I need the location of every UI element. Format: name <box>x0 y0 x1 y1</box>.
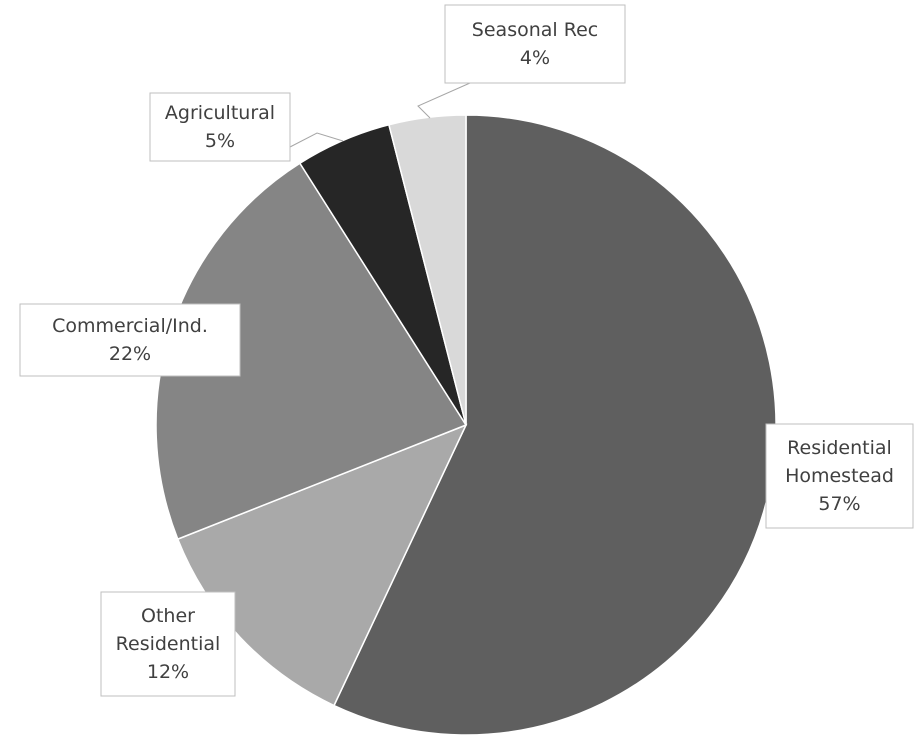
data-label-percent: 12% <box>147 661 189 683</box>
data-label-percent: 57% <box>818 493 860 515</box>
callout-box-seasonal-rec <box>445 5 625 83</box>
data-label-category: Seasonal Rec <box>472 19 598 41</box>
pie-slices <box>156 115 776 735</box>
callout-seasonal-rec: Seasonal Rec 4% <box>418 5 625 118</box>
data-label-percent: 5% <box>205 130 235 152</box>
data-label-category: Homestead <box>785 465 894 487</box>
data-label-category: Agricultural <box>165 102 275 124</box>
callout-other-residential: Other Residential 12% <box>101 592 235 696</box>
callout-commercial-ind: Commercial/Ind. 22% <box>20 304 240 376</box>
leader-line-seasonal-rec <box>418 83 470 118</box>
data-label-category: Residential <box>787 437 892 459</box>
data-label-category: Other <box>141 605 195 627</box>
data-label-percent: 22% <box>109 343 151 365</box>
data-label-category: Commercial/Ind. <box>52 315 208 337</box>
callout-residential-homestead: Residential Homestead 57% <box>766 424 913 528</box>
data-label-percent: 4% <box>520 47 550 69</box>
data-label-category: Residential <box>116 633 221 655</box>
callout-agricultural: Agricultural 5% <box>150 93 343 161</box>
